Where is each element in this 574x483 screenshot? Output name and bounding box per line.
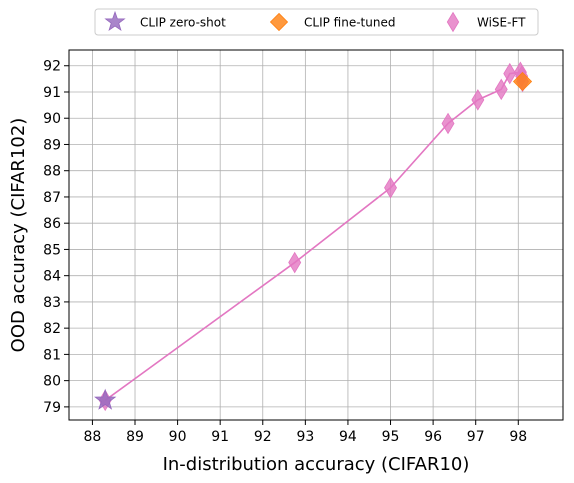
x-tick-label: 98 bbox=[509, 429, 527, 445]
y-tick-label: 85 bbox=[43, 242, 61, 258]
x-axis-ticks: 88 89 90 91 92 93 94 95 96 97 98 bbox=[84, 420, 527, 445]
legend-marker-clip-fine-tuned bbox=[269, 12, 289, 32]
wise-ft-point bbox=[471, 89, 485, 111]
y-tick-label: 87 bbox=[43, 190, 61, 206]
y-tick-label: 91 bbox=[43, 85, 61, 101]
x-axis-label: In-distribution accuracy (CIFAR10) bbox=[163, 454, 470, 475]
x-tick-label: 90 bbox=[169, 429, 187, 445]
clip-fine-tuned-point bbox=[512, 71, 533, 92]
wise-ft-point bbox=[384, 176, 397, 199]
legend-label-clip-zero-shot: CLIP zero-shot bbox=[140, 16, 226, 30]
plot-frame bbox=[68, 49, 564, 421]
legend-marker-wise-ft bbox=[446, 11, 460, 33]
x-tick-label: 88 bbox=[84, 429, 102, 445]
legend-label-clip-fine-tuned: CLIP fine-tuned bbox=[304, 16, 395, 30]
x-tick-label: 93 bbox=[296, 429, 314, 445]
wise-ft-point bbox=[494, 78, 508, 101]
y-tick-label: 82 bbox=[43, 321, 61, 337]
y-tick-label: 84 bbox=[43, 269, 61, 285]
clip-zero-shot-point bbox=[94, 388, 117, 410]
y-axis-ticks: 79 80 81 82 83 84 85 86 87 88 89 90 91 92 bbox=[43, 59, 69, 416]
x-tick-label: 96 bbox=[424, 429, 442, 445]
legend-marker-clip-zero-shot bbox=[104, 10, 126, 32]
grid bbox=[69, 50, 563, 420]
x-tick-label: 97 bbox=[467, 429, 485, 445]
y-axis-label: OOD accuracy (CIFAR102) bbox=[8, 118, 29, 353]
wise-ft-point bbox=[503, 62, 517, 85]
x-tick-label: 95 bbox=[382, 429, 400, 445]
y-tick-label: 79 bbox=[43, 400, 61, 416]
legend-label-wise-ft: WiSE-FT bbox=[477, 16, 526, 30]
markers bbox=[94, 61, 533, 412]
wise-ft-point bbox=[441, 112, 455, 135]
y-tick-label: 88 bbox=[43, 164, 61, 180]
x-tick-label: 89 bbox=[126, 429, 144, 445]
y-tick-label: 80 bbox=[43, 374, 61, 390]
legend: CLIP zero-shot CLIP fine-tuned WiSE-FT bbox=[94, 8, 539, 36]
x-tick-label: 92 bbox=[254, 429, 272, 445]
y-tick-label: 89 bbox=[43, 137, 61, 153]
y-tick-label: 81 bbox=[43, 347, 61, 363]
y-tick-label: 83 bbox=[43, 295, 61, 311]
wise-ft-point bbox=[288, 251, 302, 274]
legend-box bbox=[94, 8, 539, 36]
x-tick-label: 94 bbox=[339, 429, 357, 445]
x-tick-label: 91 bbox=[211, 429, 229, 445]
y-tick-label: 90 bbox=[43, 111, 61, 127]
y-tick-label: 92 bbox=[43, 59, 61, 75]
y-tick-label: 86 bbox=[43, 216, 61, 232]
